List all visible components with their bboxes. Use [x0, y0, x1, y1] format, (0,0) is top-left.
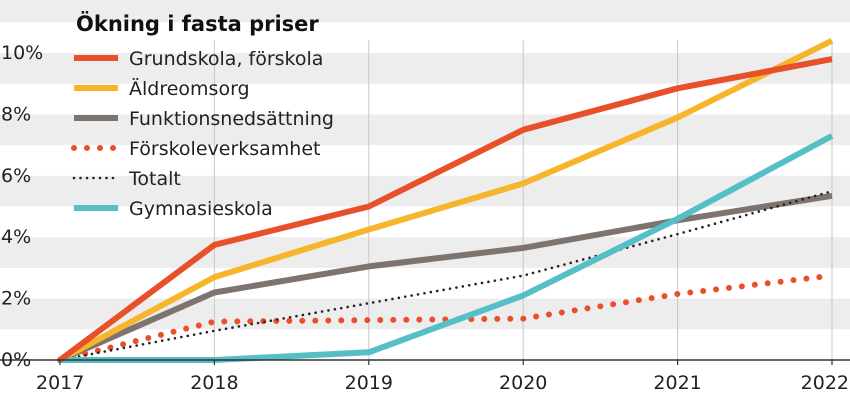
band: [0, 0, 850, 23]
y-tick-label: 4%: [1, 226, 31, 248]
x-axis: [0, 359, 850, 365]
legend-item: Funktionsnedsättning: [74, 108, 334, 130]
series-line-Funktionsnedsättning: [58, 192, 833, 363]
band: [0, 237, 850, 268]
y-tick-labels: 0% 2% 4% 6% 8% 10%: [1, 42, 43, 371]
x-tick-label: 2018: [190, 372, 238, 394]
legend-item: Gymnasieskola: [74, 198, 273, 220]
legend: Ökning i fasta priser Grundskola, försko…: [71, 11, 334, 220]
series-line-Äldreomsorg: [58, 38, 834, 363]
series-line-Förskoleverksamhet: [57, 272, 835, 363]
legend-item: Förskoleverksamhet: [71, 138, 320, 160]
band: [0, 53, 850, 84]
x-tick-label: 2020: [499, 372, 547, 394]
y-tick-label: 0%: [1, 349, 31, 371]
legend-label: Funktionsnedsättning: [129, 108, 334, 130]
x-tick-label: 2019: [345, 372, 393, 394]
background-bands: [0, 0, 850, 330]
legend-label: Totalt: [128, 168, 181, 190]
x-tick-label: 2022: [801, 372, 849, 394]
legend-item: Totalt: [72, 168, 181, 190]
band: [0, 114, 850, 146]
legend-label: Grundskola, förskola: [129, 48, 323, 70]
legend-label: Äldreomsorg: [129, 77, 250, 100]
y-tick-label: 6%: [1, 165, 31, 187]
x-tick-labels: 2017 2018 2019 2020 2021 2022: [36, 372, 849, 394]
x-tick-label: 2017: [36, 372, 84, 394]
y-tick-label: 10%: [1, 42, 43, 64]
series-line-Totalt: [58, 189, 834, 362]
y-tick-label: 8%: [1, 103, 31, 125]
chart-title: Ökning i fasta priser: [76, 11, 319, 36]
legend-label: Förskoleverksamhet: [129, 138, 320, 160]
x-tick-label: 2021: [653, 372, 701, 394]
legend-label: Gymnasieskola: [129, 198, 273, 220]
y-tick-label: 2%: [1, 288, 31, 310]
legend-item: Äldreomsorg: [74, 77, 250, 100]
series-line-Grundskola, förskola: [58, 56, 833, 363]
legend-item: Grundskola, förskola: [74, 48, 323, 70]
vertical-gridlines: [213, 40, 833, 360]
